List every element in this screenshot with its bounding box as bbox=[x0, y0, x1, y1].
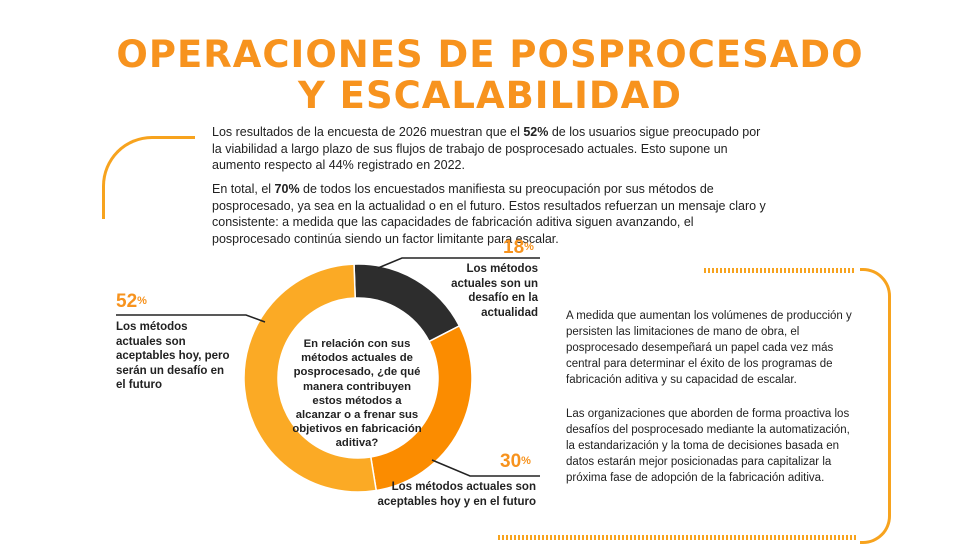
slice-label-acceptable: Los métodos actuales son aceptables hoy … bbox=[377, 481, 536, 508]
percent-value-52: 52 bbox=[116, 291, 138, 312]
title-line-1: OPERACIONES DE POSPROCESADO bbox=[116, 33, 864, 76]
sidebar-paragraph-1: A medida que aumentan los volúmenes de p… bbox=[566, 310, 852, 386]
page-title: OPERACIONES DE POSPROCESADO Y ESCALABILI… bbox=[0, 34, 980, 116]
slice-label-challenge-now: Los métodos actuales son un desafío en l… bbox=[451, 263, 538, 319]
intro-2-highlight: 70% bbox=[274, 182, 300, 196]
decorative-dotted-line-bottom bbox=[498, 535, 856, 540]
percent-unit-30: % bbox=[521, 455, 531, 467]
percent-unit-18: % bbox=[524, 241, 534, 253]
percent-label-30: 30% bbox=[500, 452, 531, 472]
percent-label-18: 18% bbox=[503, 238, 534, 258]
decorative-corner-line-left bbox=[102, 136, 195, 219]
intro-2-text-end: de todos los encuestados manifiesta su p… bbox=[212, 182, 766, 246]
intro-1-text-start: Los resultados de la encuesta de 2026 mu… bbox=[212, 125, 524, 139]
intro-paragraph-2: En total, el 70% de todos los encuestado… bbox=[212, 181, 768, 247]
decorative-bracket-line-right bbox=[860, 268, 891, 544]
donut-chart bbox=[243, 263, 473, 493]
intro-2-text-start: En total, el bbox=[212, 182, 275, 196]
intro-1-text-end: de los usuarios sigue preocupado por la … bbox=[212, 125, 761, 172]
percent-unit-52: % bbox=[137, 295, 147, 307]
sidebar-paragraph-2: Las organizaciones que aborden de forma … bbox=[566, 408, 850, 484]
percent-value-30: 30 bbox=[500, 451, 522, 472]
title-line-2: Y ESCALABILIDAD bbox=[298, 74, 682, 117]
donut-slice-52 bbox=[243, 263, 378, 493]
slice-label-challenge-future: Los métodos actuales son aceptables hoy,… bbox=[116, 321, 230, 391]
donut-center-question: En relación con sus métodos actuales de … bbox=[292, 338, 422, 450]
intro-paragraph-1: Los resultados de la encuesta de 2026 mu… bbox=[212, 124, 768, 174]
intro-1-highlight: 52% bbox=[523, 125, 549, 139]
percent-label-52: 52% bbox=[116, 292, 147, 312]
decorative-dotted-line-top bbox=[704, 268, 856, 273]
percent-value-18: 18 bbox=[503, 237, 525, 258]
